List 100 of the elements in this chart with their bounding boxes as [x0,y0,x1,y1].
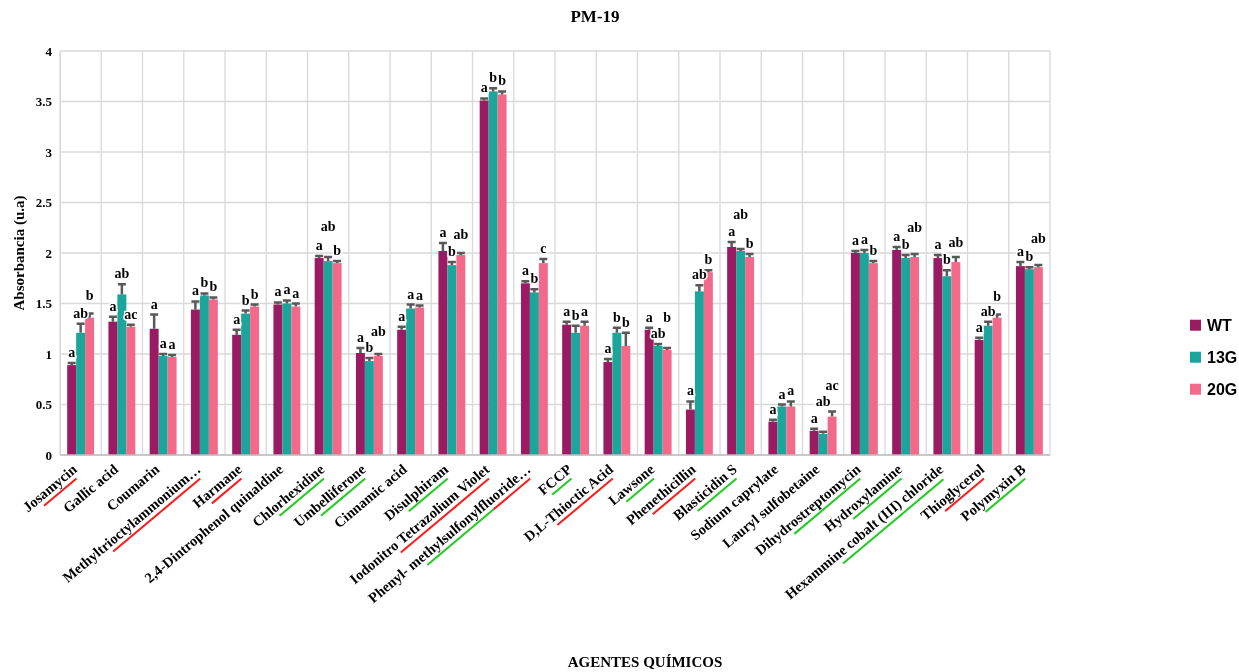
bar [892,249,902,455]
bar [232,334,242,455]
bar [208,299,218,455]
data-label: a [769,401,777,417]
data-label: a [893,228,901,244]
data-label: a [356,329,364,345]
bar [497,94,507,455]
bar [562,324,572,455]
bar [250,306,260,455]
bar [992,317,1002,455]
y-tick-label: 2 [45,245,52,261]
bar [415,307,425,455]
bar [529,292,539,455]
bar [818,433,828,455]
bar [868,263,878,455]
bar [1033,267,1043,455]
bar [538,263,548,455]
data-label: a [292,285,300,301]
bar [942,276,952,455]
bar [694,291,704,455]
data-label: a [109,298,117,314]
data-label: a [407,286,415,302]
bar [685,409,695,455]
bar [438,250,448,455]
data-label: b [489,70,498,86]
data-label: a [480,80,488,96]
bar [951,262,961,455]
x-axis-title: AGENTES QUÍMICOS [567,654,723,670]
data-label: b [333,243,342,259]
data-label: a [1016,244,1024,260]
bar [373,356,383,455]
y-tick-label: 1 [45,346,52,362]
data-label: ab [907,220,923,236]
bar [355,352,365,455]
chart-title: PM-19 [570,7,620,26]
bar [571,332,581,455]
legend-label: WT [1207,317,1233,335]
bar [397,329,407,455]
bar [983,325,993,455]
bar [241,313,251,455]
data-label: a [283,282,291,298]
data-label: b [869,243,878,259]
data-label: b [745,236,754,252]
y-tick-label: 2.5 [35,195,53,211]
bar [85,317,95,455]
bar [827,416,837,455]
bar [456,255,466,455]
data-label: b [704,252,713,268]
y-tick-label: 0.5 [35,397,53,413]
data-label: b [1025,249,1034,265]
data-label: ab [1030,231,1046,247]
data-label: b [663,309,672,325]
bar [974,339,984,455]
bar [768,421,778,455]
data-label: b [530,271,539,287]
data-label: ab [114,266,130,282]
bar [199,295,209,455]
data-label: b [365,340,374,356]
bar [621,345,631,455]
data-label: b [942,252,951,268]
bar [653,345,663,455]
data-label: ac [825,377,839,393]
data-label: b [241,292,250,308]
data-label: a [159,336,167,351]
bar [108,321,118,455]
data-label: a [810,410,818,426]
bar [364,361,374,455]
data-label: ab [733,206,749,222]
data-label: a [581,303,589,319]
data-label: a [315,238,323,254]
data-label: ab [73,305,89,321]
bar [580,325,590,455]
bar [76,332,86,455]
bar [488,91,498,455]
data-label: a [645,309,653,325]
y-tick-label: 3 [45,144,53,160]
bar [479,100,489,455]
data-label: a [274,284,282,300]
bar [933,258,943,455]
bar [1015,266,1025,455]
bar [158,356,168,455]
data-label: b [621,314,630,330]
y-tick-label: 3.5 [35,94,53,110]
y-tick-label: 0 [45,447,52,463]
bar [291,306,301,455]
data-label: b [209,279,218,295]
data-label: b [901,237,910,253]
data-label: a [521,263,529,279]
bar [273,304,283,455]
data-label: a [787,383,795,399]
data-label: ab [453,227,469,242]
bar [901,258,911,455]
bar [727,246,737,455]
bar [332,263,342,455]
data-label: a [416,287,424,303]
data-label: a [728,223,736,239]
bar [603,362,613,455]
data-label: a [233,311,241,327]
bar [612,332,622,455]
data-label: b [250,286,259,302]
